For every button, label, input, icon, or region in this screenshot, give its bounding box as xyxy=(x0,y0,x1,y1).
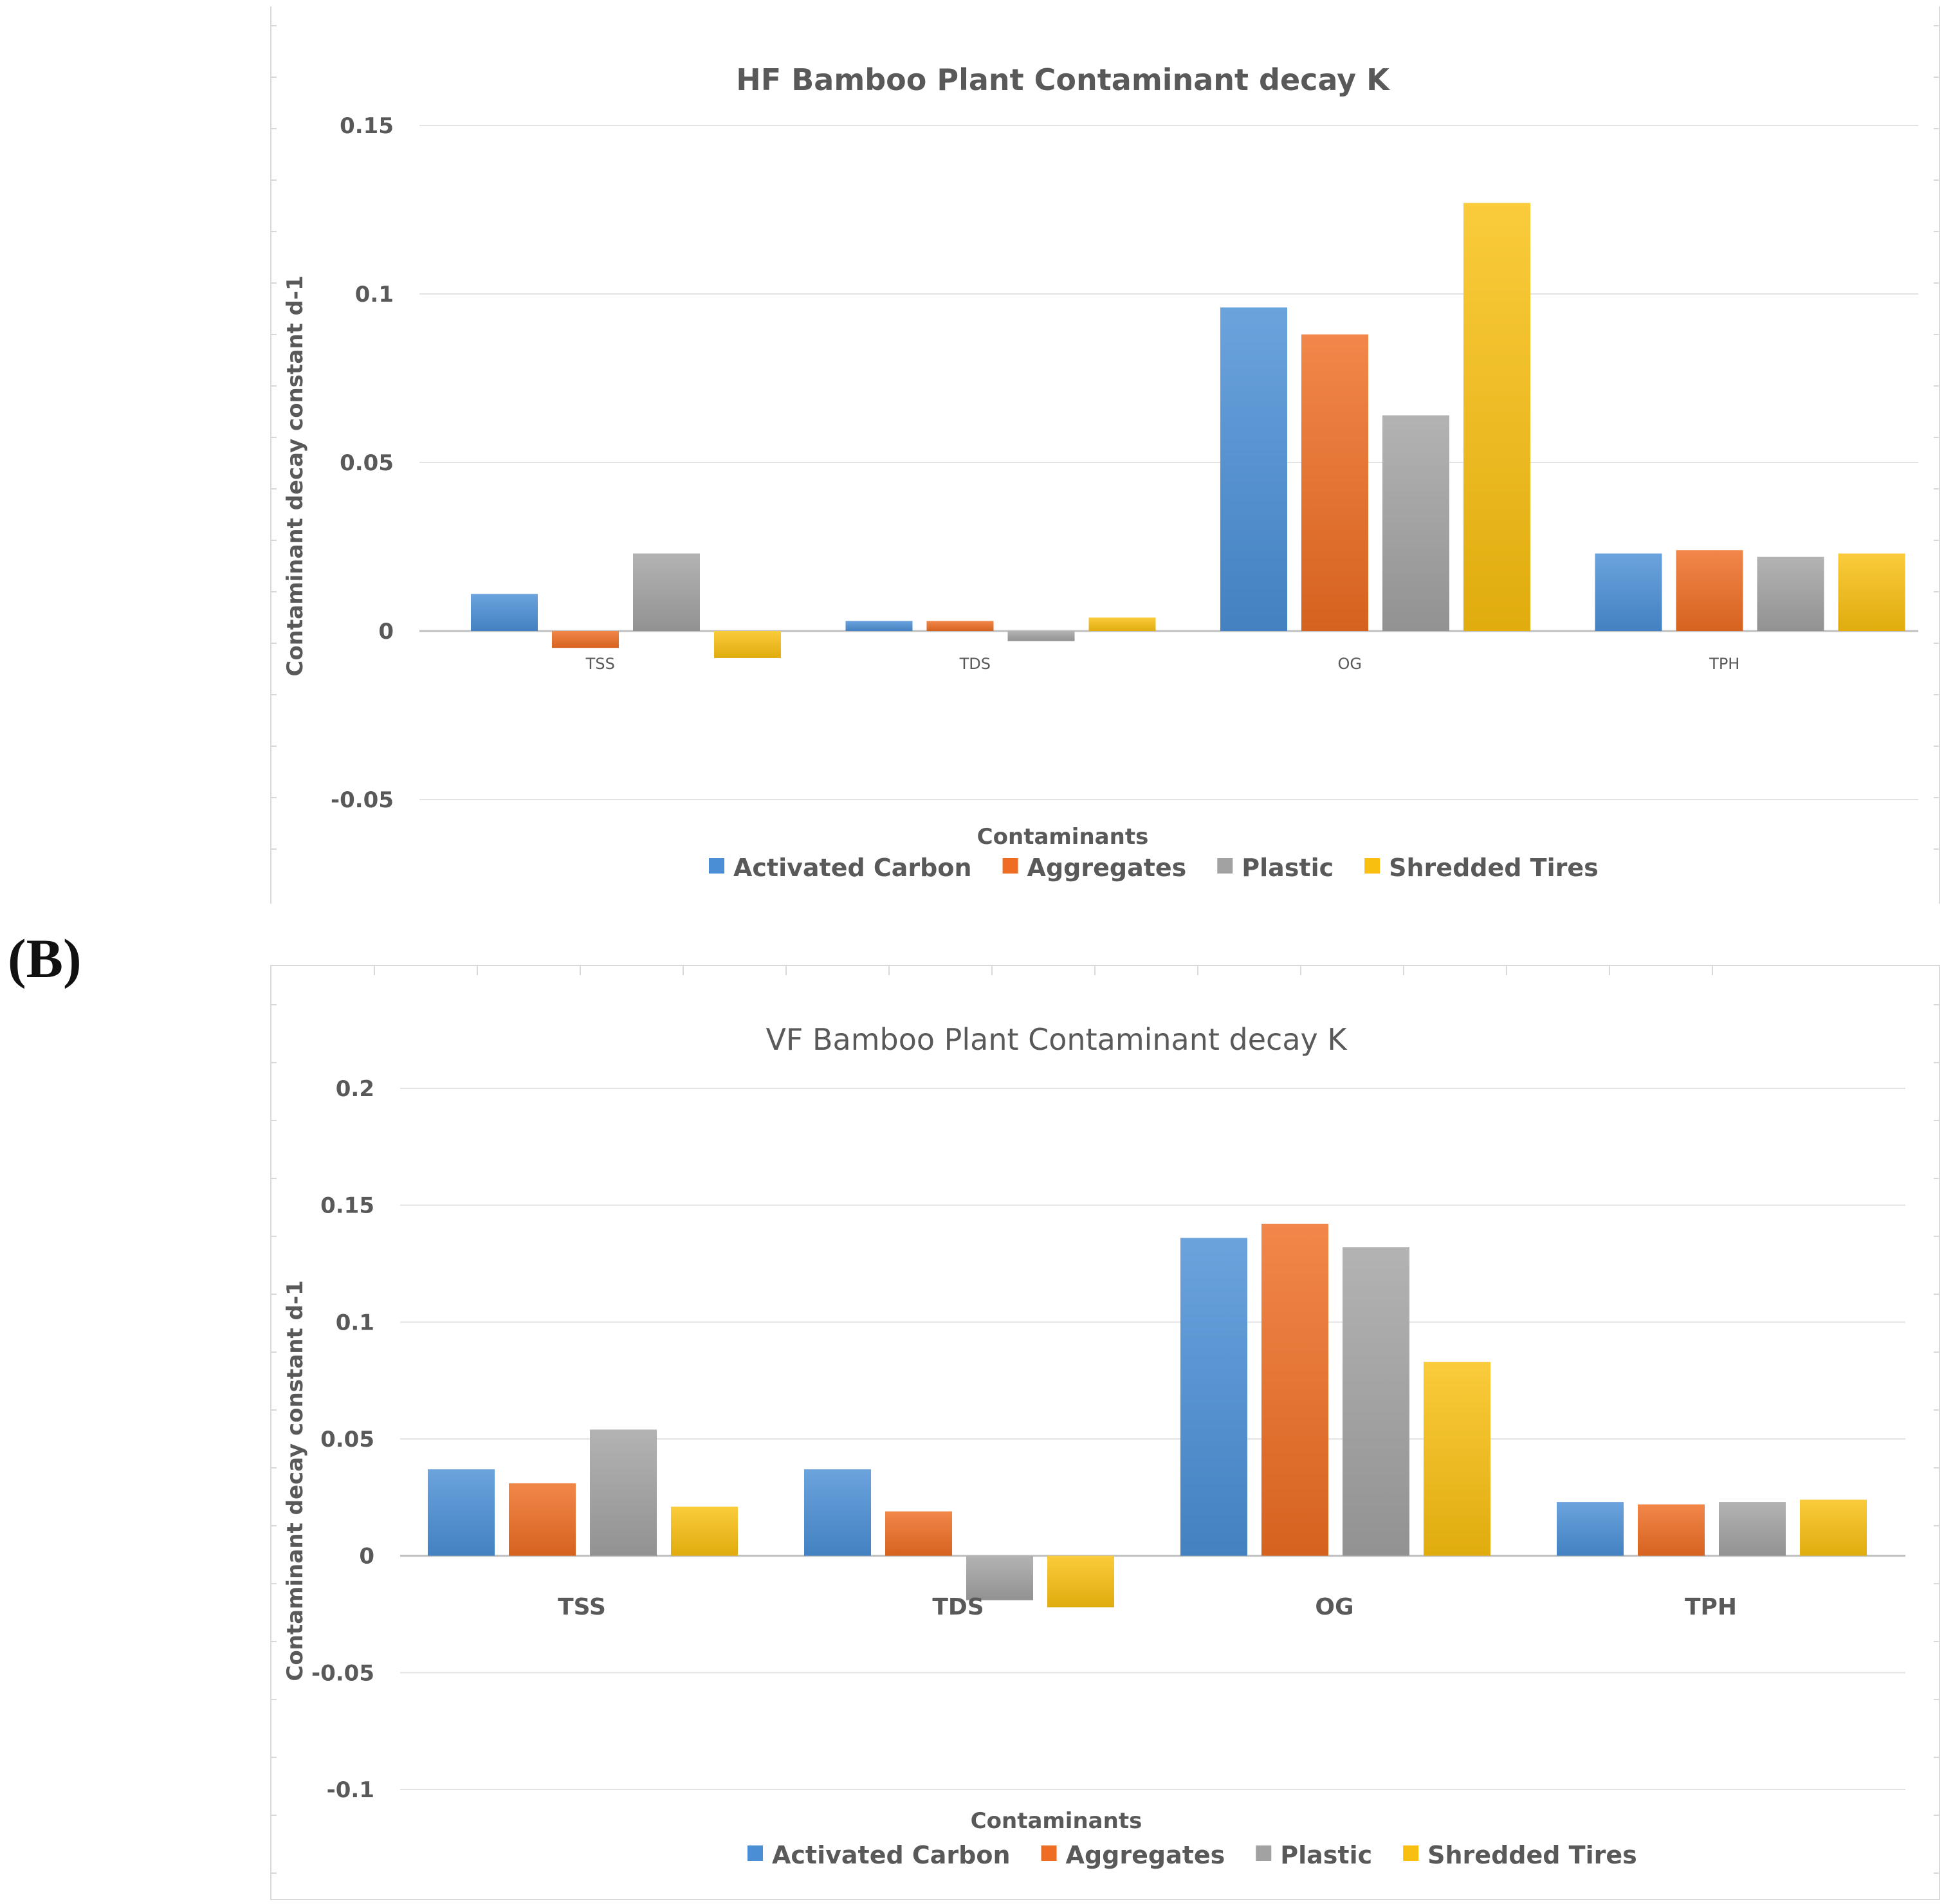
chart-hf-svg: HF Bamboo Plant Contaminant decay K -0.05… xyxy=(271,25,1939,882)
bar xyxy=(885,1511,952,1556)
legend-swatch xyxy=(1041,1845,1057,1861)
x-category-label: TPH xyxy=(1685,1594,1737,1620)
legend-swatch xyxy=(1002,858,1018,874)
bar xyxy=(714,631,781,658)
bar xyxy=(1180,1238,1247,1556)
chart-title: HF Bamboo Plant Contaminant decay K xyxy=(736,62,1391,97)
x-axis-title: Contaminants xyxy=(977,824,1149,850)
bar xyxy=(926,621,994,631)
legend-label: Activated Carbon xyxy=(733,854,972,882)
legend-swatch xyxy=(1217,858,1233,874)
y-tick-label: 0 xyxy=(359,1544,374,1570)
bar xyxy=(1301,334,1368,631)
y-tick-label: 0.15 xyxy=(320,1193,374,1219)
bar xyxy=(1007,631,1075,641)
bar xyxy=(804,1469,871,1556)
legend-label: Plastic xyxy=(1280,1841,1372,1869)
chart-vf-svg: VF Bamboo Plant Contaminant decay K -0.1 -… xyxy=(271,966,1939,1874)
legend-swatch xyxy=(1256,1845,1272,1861)
x-category-label: TSS xyxy=(585,655,615,673)
bar xyxy=(845,621,913,631)
bar xyxy=(1463,203,1530,631)
legend-label: Aggregates xyxy=(1027,854,1187,882)
legend-swatch xyxy=(1364,858,1380,874)
legend-swatch xyxy=(747,1845,763,1861)
legend-label: Aggregates xyxy=(1066,1841,1225,1869)
bar xyxy=(966,1555,1033,1600)
bar xyxy=(1800,1499,1867,1556)
bar xyxy=(1088,618,1156,631)
bar xyxy=(1220,307,1287,631)
legend-label: Plastic xyxy=(1242,854,1334,882)
bar xyxy=(509,1483,576,1556)
bar xyxy=(590,1429,657,1556)
legend-swatch xyxy=(1403,1845,1419,1861)
chart-panel-b: VF Bamboo Plant Contaminant decay K -0.1 -… xyxy=(270,965,1940,1900)
bar xyxy=(1557,1502,1624,1556)
y-tick-label: -0.05 xyxy=(331,787,394,813)
y-tick-label: 0.05 xyxy=(320,1427,374,1452)
bar xyxy=(633,553,700,631)
legend-label: Activated Carbon xyxy=(772,1841,1011,1869)
x-category-label: OG xyxy=(1315,1594,1353,1620)
legend-label: Shredded Tires xyxy=(1427,1841,1637,1869)
bar xyxy=(1676,550,1743,631)
bar xyxy=(1638,1504,1705,1556)
bar xyxy=(1595,553,1662,631)
y-tick-label: 0.1 xyxy=(355,282,394,307)
bar xyxy=(671,1506,738,1556)
bar xyxy=(1838,553,1905,631)
bar xyxy=(1757,556,1824,631)
bar xyxy=(471,594,538,631)
x-category-label: TSS xyxy=(558,1594,606,1620)
y-tick-label: 0.1 xyxy=(336,1310,374,1335)
y-tick-label: 0 xyxy=(378,619,394,645)
chart-panel-a: HF Bamboo Plant Contaminant decay K -0.05… xyxy=(270,6,1940,904)
y-tick-label: 0.15 xyxy=(340,113,394,139)
legend-label: Shredded Tires xyxy=(1389,854,1599,882)
x-category-label: TPH xyxy=(1709,655,1739,673)
x-category-label: TDS xyxy=(959,655,991,673)
panel-label-b: (B) xyxy=(8,928,82,989)
bar xyxy=(1719,1502,1786,1556)
bar xyxy=(1424,1362,1490,1556)
bar xyxy=(1382,415,1449,631)
bar xyxy=(428,1469,495,1556)
y-tick-label: -0.1 xyxy=(327,1777,374,1803)
bar xyxy=(552,631,619,648)
x-axis-title: Contaminants xyxy=(971,1808,1142,1834)
y-tick-label: -0.05 xyxy=(311,1660,374,1686)
x-category-label: TDS xyxy=(932,1594,984,1620)
y-axis-title: Contaminant decay constant d-1 xyxy=(282,1280,308,1681)
bar xyxy=(1261,1223,1328,1556)
bar xyxy=(1343,1247,1409,1556)
y-axis-title: Contaminant decay constant d-1 xyxy=(282,275,308,676)
bar xyxy=(1047,1555,1114,1607)
chart-title: VF Bamboo Plant Contaminant decay K xyxy=(766,1022,1348,1057)
y-tick-label: 0.05 xyxy=(340,450,394,476)
y-tick-label: 0.2 xyxy=(336,1076,374,1102)
legend-swatch xyxy=(709,858,724,874)
x-category-label: OG xyxy=(1338,655,1362,673)
